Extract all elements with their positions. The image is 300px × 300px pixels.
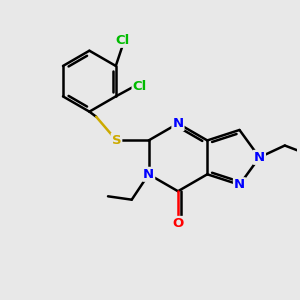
Text: N: N: [172, 117, 184, 130]
Text: O: O: [172, 217, 184, 230]
Text: S: S: [112, 134, 121, 147]
Text: N: N: [234, 178, 245, 191]
Text: Cl: Cl: [116, 34, 130, 47]
Text: N: N: [254, 151, 265, 164]
Text: N: N: [143, 168, 154, 181]
Text: Cl: Cl: [133, 80, 147, 93]
